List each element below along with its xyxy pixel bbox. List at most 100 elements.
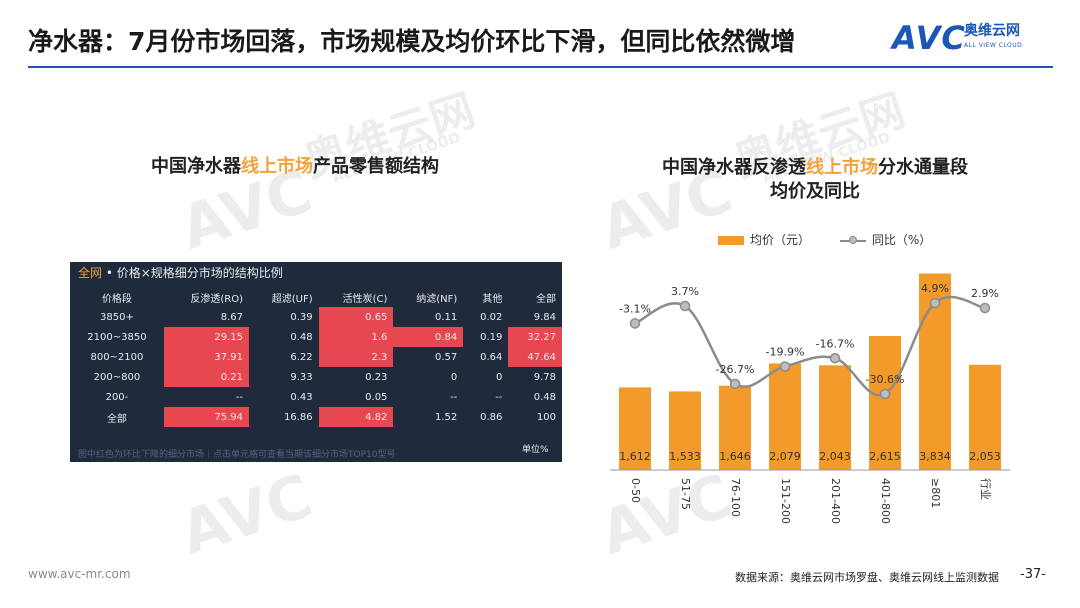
right-title-highlight: 线上市场 — [806, 157, 878, 178]
table-cell[interactable]: 0.02 — [480, 311, 503, 323]
table-cell[interactable]: 9.78 — [533, 371, 556, 383]
table-cell[interactable]: 0.48 — [290, 331, 313, 343]
panel-note: 图中红色为环比下降的细分市场｜点击单元格可查看当期该细分市场TOP10型号 — [78, 450, 396, 460]
table-cell[interactable]: 0.21 — [163, 367, 249, 387]
price-bar-label: 1,646 — [719, 450, 751, 463]
column-header: 反渗透(RO) — [190, 293, 243, 305]
table-row: 2100~3850 29.15 0.48 1.6 0.84 0.19 32.27 — [70, 327, 562, 347]
table-cell[interactable]: -- — [235, 391, 243, 403]
chart-legend: 均价（元） 同比（%） — [718, 231, 931, 248]
table-cell[interactable]: 100 — [536, 411, 556, 423]
table-cell[interactable]: 4.82 — [318, 407, 394, 427]
column-header: 活性炭(C) — [342, 293, 388, 305]
yoy-point-label: -16.7% — [816, 337, 855, 350]
page-number: -37- — [1020, 567, 1046, 582]
table-cell[interactable]: 16.86 — [283, 411, 313, 423]
row-label: 200- — [105, 391, 129, 403]
yoy-point-label: 2.9% — [971, 287, 999, 300]
price-bar-label: 2,615 — [869, 450, 901, 463]
price-bar-label: 1,612 — [619, 450, 651, 463]
table-cell[interactable]: 0.86 — [480, 411, 503, 423]
footer-url[interactable]: www.avc-mr.com — [28, 567, 131, 581]
table-row: 800~2100 37.91 6.22 2.3 0.57 0.64 47.64 — [70, 347, 562, 367]
column-header: 全部 — [536, 293, 556, 305]
row-label: 800~2100 — [90, 351, 144, 363]
column-header: 纳滤(NF) — [416, 293, 458, 305]
price-bar — [769, 363, 801, 470]
table-cell[interactable]: 0.84 — [393, 327, 464, 347]
table-cell[interactable]: 29.15 — [163, 327, 249, 347]
price-yoy-combo-chart: 1,612 1,533 1,646 2,079 2,043 2,615 3,834 2,053… — [610, 273, 1010, 524]
table-cell[interactable]: 0.57 — [435, 351, 458, 363]
panel-header-scope[interactable]: 全网 — [78, 266, 103, 280]
header-divider — [28, 66, 1053, 68]
table-cell[interactable]: -- — [450, 391, 458, 403]
legend-bar-label: 均价（元） — [750, 233, 811, 247]
table-cell[interactable]: 47.64 — [508, 347, 562, 367]
right-title-line1: 中国净水器反渗透线上市场分水通量段 — [620, 156, 1010, 180]
table-cell[interactable]: -- — [495, 391, 503, 403]
category-tick-label: 76-100 — [729, 478, 742, 517]
structure-table: 价格段 反渗透(RO) 超滤(UF) 活性炭(C) 纳滤(NF) 其他 全部 3… — [70, 287, 562, 427]
column-header: 价格段 — [101, 293, 132, 305]
price-bar-label: 1,533 — [669, 450, 701, 463]
row-label: 2100~3850 — [87, 331, 147, 343]
table-cell[interactable]: 0.23 — [365, 371, 388, 383]
table-row: 200~800 0.21 9.33 0.23 0 0 9.78 — [70, 367, 562, 387]
price-bar-label: 2,079 — [769, 450, 801, 463]
right-title-post: 分水通量段 — [878, 157, 968, 178]
yoy-point — [929, 297, 941, 309]
yoy-point — [829, 353, 841, 364]
table-cell[interactable]: 32.27 — [508, 327, 562, 347]
price-bar-label: 2,043 — [819, 450, 851, 463]
left-title-pre: 中国净水器 — [151, 156, 241, 177]
category-tick-label: 401-800 — [879, 478, 892, 524]
yoy-point — [779, 361, 791, 372]
table-cell[interactable]: 0.11 — [435, 311, 458, 323]
panel-unit: 单位% — [522, 445, 549, 455]
table-cell[interactable]: 0 — [496, 371, 503, 383]
table-cell[interactable]: 1.52 — [435, 411, 458, 423]
table-cell[interactable]: 1.6 — [318, 327, 394, 347]
table-cell[interactable]: 0.05 — [365, 391, 388, 403]
table-cell[interactable]: 2.3 — [318, 347, 394, 367]
yoy-point — [629, 318, 641, 329]
logo-avc-text: AVC — [892, 19, 966, 57]
column-header: 超滤(UF) — [271, 293, 313, 305]
right-title-pre: 中国净水器反渗透 — [662, 157, 806, 178]
left-title-post: 产品零售额结构 — [313, 156, 439, 177]
left-title-highlight: 线上市场 — [241, 156, 313, 177]
logo-cn-text: 奥维云网 — [964, 23, 1020, 39]
table-cell[interactable]: 9.84 — [533, 311, 556, 323]
data-source: 数据来源：奥维云网市场罗盘、奥维云网线上监测数据 — [735, 571, 999, 584]
logo-en-text: ALL VIEW CLOUD — [964, 42, 1023, 49]
yoy-point — [679, 300, 691, 312]
table-row: 3850+ 8.67 0.39 0.65 0.11 0.02 9.84 — [70, 307, 562, 327]
table-row: 全部 75.94 16.86 4.82 1.52 0.86 100 — [70, 407, 562, 427]
table-cell[interactable]: 37.91 — [163, 347, 249, 367]
avc-logo: AVC 奥维云网 ALL VIEW CLOUD — [892, 20, 1062, 60]
yoy-point — [879, 388, 891, 400]
table-cell[interactable]: 0.65 — [318, 307, 394, 327]
table-row: 200- -- 0.43 0.05 -- -- 0.48 — [70, 387, 562, 407]
table-cell[interactable]: 0.64 — [480, 351, 503, 363]
yoy-point — [729, 378, 741, 390]
yoy-point-label: -30.6% — [866, 373, 905, 386]
category-tick-label: 201-400 — [829, 478, 842, 524]
table-cell[interactable]: 75.94 — [163, 407, 249, 427]
table-cell[interactable]: 0.39 — [290, 311, 313, 323]
table-cell[interactable]: 6.22 — [290, 351, 313, 363]
table-cell[interactable]: 0 — [450, 371, 458, 383]
table-cell[interactable]: 0.43 — [290, 391, 313, 403]
price-bar — [969, 364, 1001, 470]
table-cell[interactable]: 0.48 — [533, 391, 556, 403]
price-bar — [819, 365, 851, 470]
table-cell[interactable]: 9.33 — [290, 371, 313, 383]
table-cell[interactable]: 0.19 — [480, 331, 503, 343]
yoy-point-label: -3.1% — [619, 302, 651, 315]
table-cell[interactable]: 8.67 — [220, 311, 243, 323]
panel-header: 全网 • 价格×规格细分市场的结构比例 — [78, 264, 283, 281]
row-label: 200~800 — [93, 371, 141, 383]
watermark-avc-bottom-left: AVC — [172, 461, 321, 569]
category-tick-label: 51-75 — [679, 478, 692, 510]
